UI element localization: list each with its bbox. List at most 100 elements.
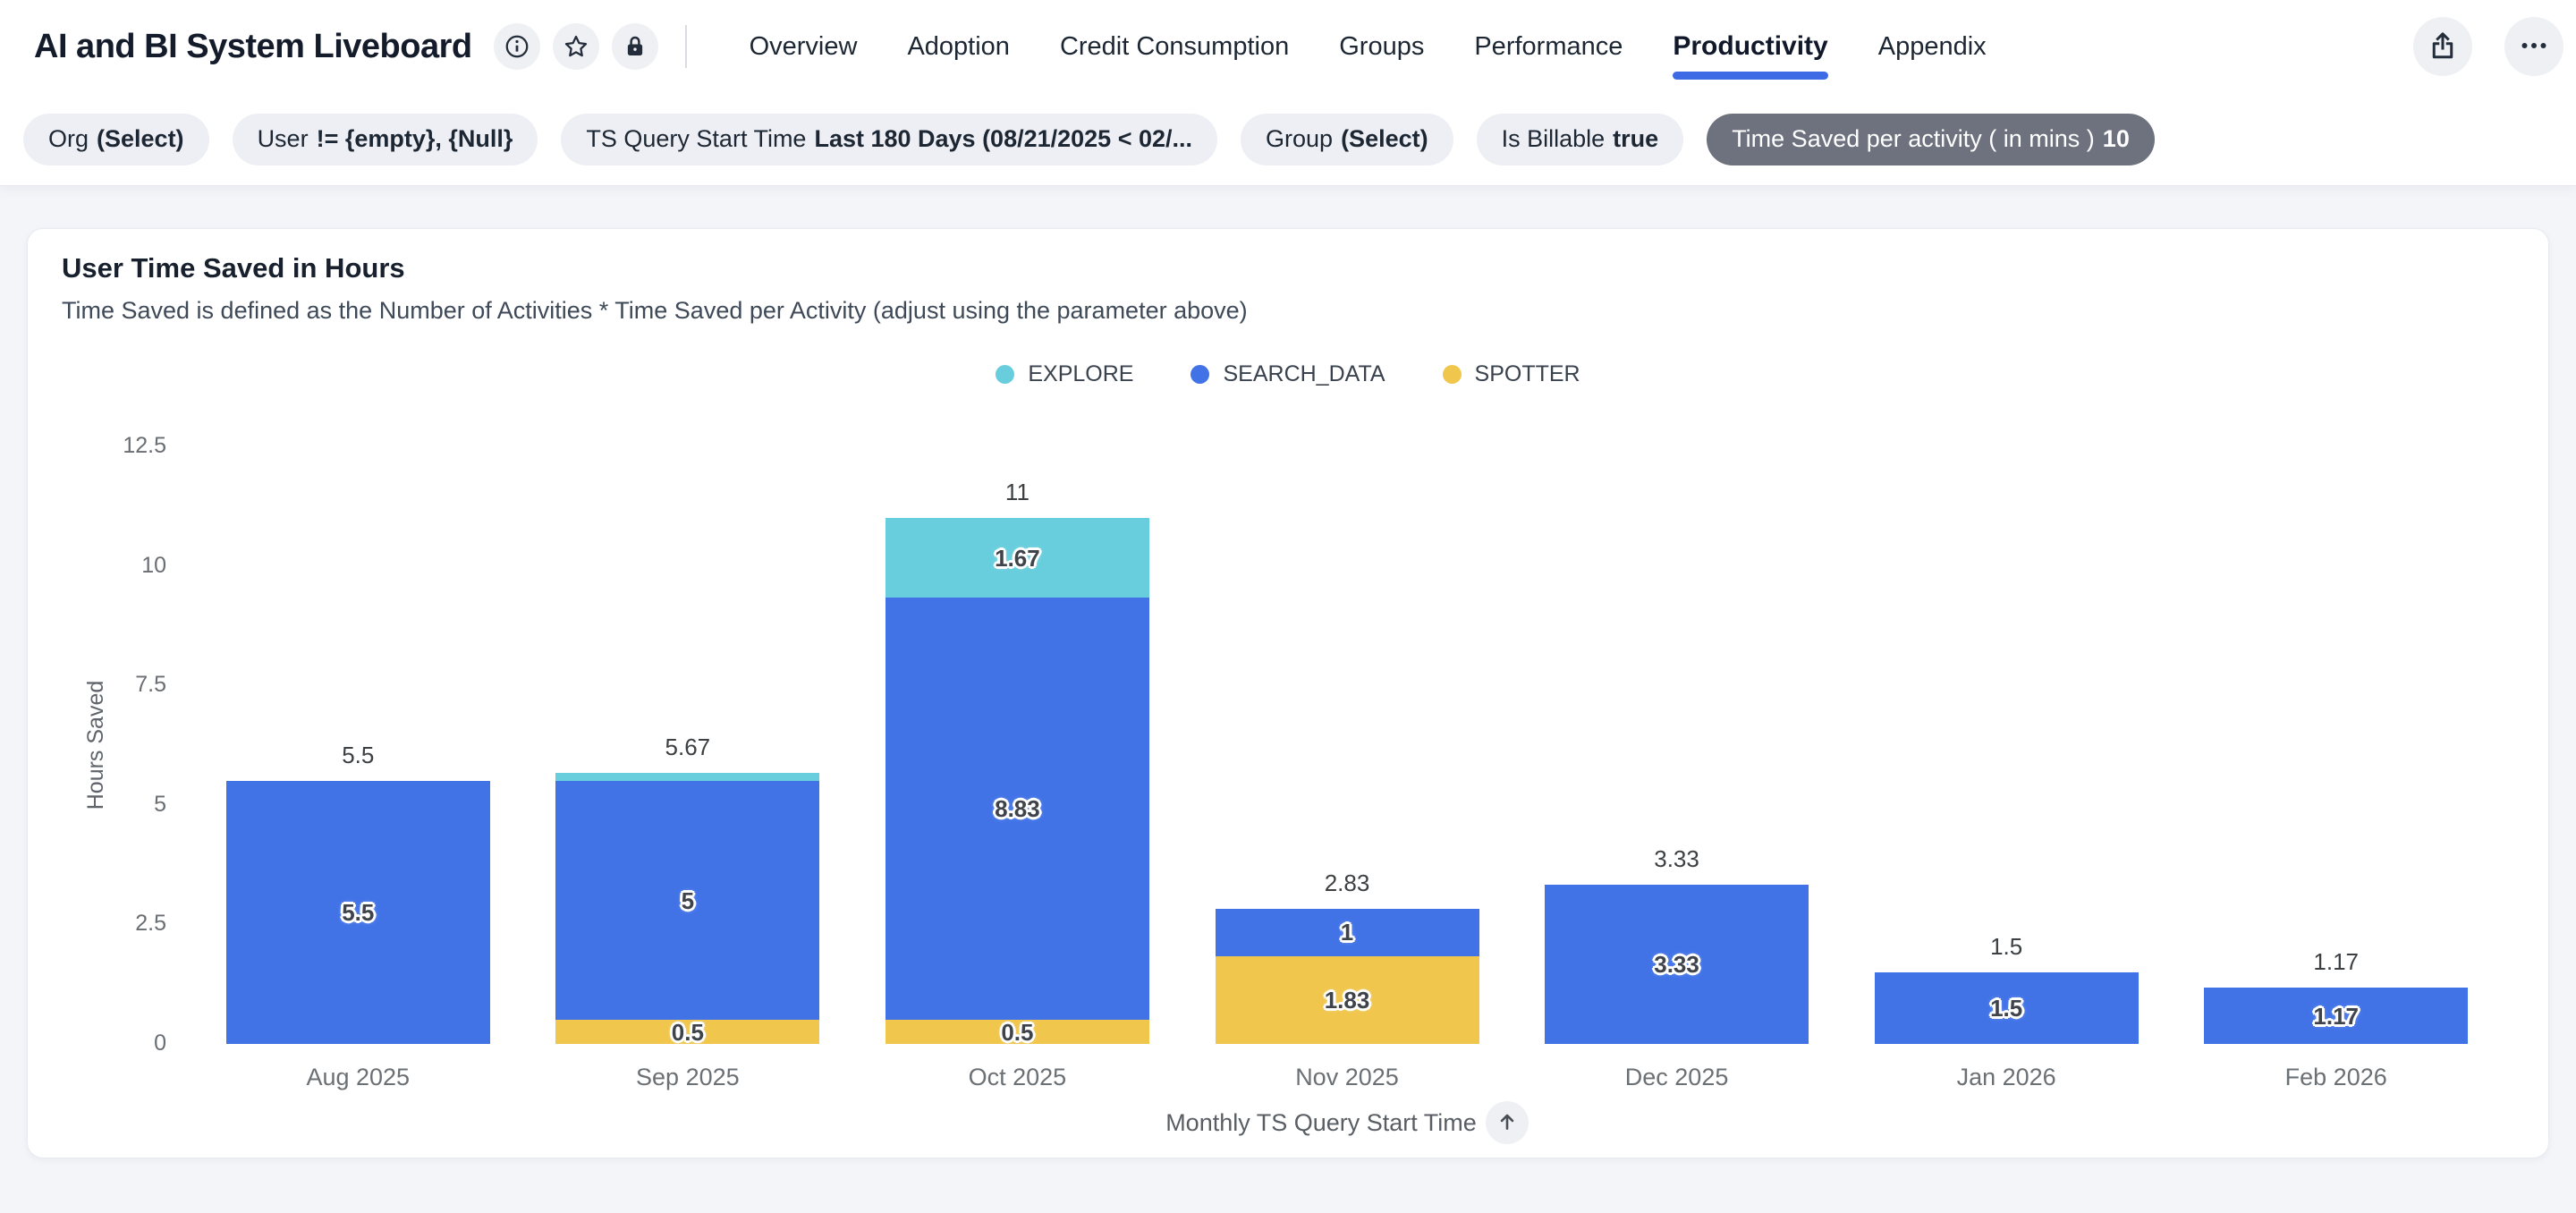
bar-segment-search_data[interactable]: 8.83 bbox=[885, 598, 1149, 1021]
bar-segment-search_data[interactable]: 5 bbox=[555, 781, 820, 1021]
chart-subtitle: Time Saved is defined as the Number of A… bbox=[62, 297, 1248, 324]
tab-groups[interactable]: Groups bbox=[1339, 31, 1425, 61]
y-axis-tick-label: 5 bbox=[154, 791, 166, 817]
bar-segment-explore[interactable]: 1.67 bbox=[885, 518, 1149, 598]
tab-productivity[interactable]: Productivity bbox=[1673, 22, 1829, 80]
filter-chip-ts-query-start-time[interactable]: TS Query Start Time Last 180 Days (08/21… bbox=[561, 113, 1218, 165]
bar-segment-spotter[interactable]: 0.5 bbox=[885, 1018, 1149, 1046]
legend-dot-search-data bbox=[1191, 365, 1210, 384]
filter-label: Is Billable bbox=[1501, 125, 1606, 152]
y-axis-tick-label: 12.5 bbox=[123, 433, 166, 458]
chart-card: User Time Saved in Hours Time Saved is d… bbox=[27, 228, 2549, 1158]
header-actions bbox=[2413, 17, 2576, 76]
filter-chip-group[interactable]: Group (Select) bbox=[1241, 113, 1453, 165]
x-axis-title: Monthly TS Query Start Time bbox=[1165, 1108, 1477, 1136]
bar-segment-value-label: 1.17 bbox=[2313, 1002, 2359, 1030]
y-axis-tick-label: 7.5 bbox=[135, 672, 166, 698]
header: AI and BI System Liveboard bbox=[0, 0, 2576, 93]
page-title: AI and BI System Liveboard bbox=[34, 27, 472, 65]
bar-segment-value-label: 1.83 bbox=[1324, 987, 1370, 1014]
header-divider bbox=[684, 25, 687, 68]
bar-segment-value-label: 3.33 bbox=[1654, 951, 1699, 978]
filter-chip-org[interactable]: Org (Select) bbox=[23, 113, 209, 165]
bar-segment-search_data[interactable]: 1.5 bbox=[1874, 971, 2139, 1044]
favorite-button[interactable] bbox=[552, 23, 599, 70]
chart-legend: EXPLORE SEARCH_DATA SPOTTER bbox=[28, 361, 2548, 387]
x-axis-category-label: Feb 2026 bbox=[2284, 1064, 2387, 1090]
bar-segment-search_data[interactable]: 1.17 bbox=[2204, 988, 2469, 1044]
x-axis-category-label: Aug 2025 bbox=[306, 1064, 411, 1090]
tab-appendix[interactable]: Appendix bbox=[1877, 31, 1987, 61]
tab-overview[interactable]: Overview bbox=[749, 31, 858, 61]
ellipsis-icon bbox=[2518, 30, 2550, 64]
filter-bar: Org (Select) User != {empty}, {Null} TS … bbox=[0, 93, 2576, 185]
x-axis-category-label: Nov 2025 bbox=[1295, 1064, 1399, 1090]
legend-dot-spotter bbox=[1442, 365, 1462, 384]
more-options-button[interactable] bbox=[2504, 17, 2563, 76]
bar-segment-spotter[interactable]: 0.5 bbox=[555, 1020, 820, 1044]
bar-segment-value-label: 0.5 bbox=[1001, 1018, 1034, 1046]
legend-label: SPOTTER bbox=[1474, 361, 1580, 386]
bar-segment-search_data[interactable]: 1 bbox=[1215, 908, 1479, 957]
legend-item-spotter[interactable]: SPOTTER bbox=[1442, 361, 1580, 387]
bar-total-label: 3.33 bbox=[1654, 845, 1699, 873]
bar-segment-value-label: 8.83 bbox=[995, 795, 1040, 823]
legend-label: EXPLORE bbox=[1028, 361, 1134, 386]
bar-segment-value-label: 5 bbox=[681, 886, 695, 914]
filter-value: != {empty}, {Null} bbox=[316, 125, 513, 152]
filter-label: User bbox=[257, 125, 309, 152]
x-axis-category-label: Sep 2025 bbox=[636, 1064, 740, 1090]
tab-adoption[interactable]: Adoption bbox=[907, 31, 1010, 61]
filter-chip-is-billable[interactable]: Is Billable true bbox=[1476, 113, 1684, 165]
sort-ascending-button[interactable] bbox=[1485, 1101, 1529, 1144]
info-button[interactable] bbox=[493, 23, 540, 70]
y-axis-title: Hours Saved bbox=[83, 680, 108, 810]
filter-value: Last 180 Days (08/21/2025 < 02/... bbox=[814, 125, 1193, 152]
bar-total-label: 11 bbox=[1004, 479, 1030, 506]
lock-button[interactable] bbox=[611, 23, 658, 70]
legend-label: SEARCH_DATA bbox=[1223, 361, 1385, 386]
legend-item-search-data[interactable]: SEARCH_DATA bbox=[1191, 361, 1385, 387]
x-axis-title-wrap: Monthly TS Query Start Time bbox=[193, 1101, 2501, 1144]
star-icon bbox=[563, 33, 589, 60]
bar-segment-explore[interactable] bbox=[555, 772, 820, 782]
bar-total-label: 1.5 bbox=[1990, 932, 2023, 960]
filter-value: (Select) bbox=[97, 125, 184, 152]
tab-credit-consumption[interactable]: Credit Consumption bbox=[1059, 31, 1290, 61]
bar-total-label: 2.83 bbox=[1324, 869, 1370, 896]
filter-label: Time Saved per activity ( in mins ) bbox=[1732, 125, 2095, 152]
bar-segment-spotter[interactable]: 1.83 bbox=[1215, 956, 1479, 1044]
tab-bar: Overview Adoption Credit Consumption Gro… bbox=[749, 22, 1987, 80]
chart-title: User Time Saved in Hours bbox=[62, 252, 405, 284]
bar-segment-value-label: 1.5 bbox=[1990, 994, 2023, 1022]
bar-segment-value-label: 1.67 bbox=[995, 544, 1040, 572]
bar-total-label: 5.67 bbox=[665, 733, 711, 760]
share-icon bbox=[2427, 30, 2459, 64]
legend-item-explore[interactable]: EXPLORE bbox=[996, 361, 1133, 387]
y-axis-tick-label: 10 bbox=[141, 552, 166, 578]
share-button[interactable] bbox=[2413, 17, 2472, 76]
filter-value: (Select) bbox=[1341, 125, 1428, 152]
y-axis-tick-label: 2.5 bbox=[135, 911, 166, 937]
filter-label: TS Query Start Time bbox=[586, 125, 807, 152]
stacked-bar-chart: 0 2.5 5 7.5 10 12.5 Hours Saved 5.5 5.5 Aug 2025 0… bbox=[28, 229, 2548, 1158]
bar-segment-search_data[interactable]: 3.33 bbox=[1545, 885, 1809, 1044]
arrow-up-icon bbox=[1496, 1110, 1519, 1136]
bar-segment-value-label: 5.5 bbox=[342, 899, 375, 927]
bar-segment-search_data[interactable]: 5.5 bbox=[225, 781, 490, 1044]
info-icon bbox=[504, 33, 530, 60]
bar-total-label: 5.5 bbox=[342, 742, 375, 769]
filter-chip-time-saved-parameter[interactable]: Time Saved per activity ( in mins ) 10 bbox=[1707, 113, 2155, 165]
filter-label: Group bbox=[1266, 125, 1334, 152]
bar-segment-value-label: 1 bbox=[1340, 919, 1354, 946]
tab-performance[interactable]: Performance bbox=[1474, 31, 1623, 61]
y-axis-tick-label: 0 bbox=[154, 1031, 166, 1056]
bar-total-label: 1.17 bbox=[2313, 948, 2359, 976]
x-axis-category-label: Dec 2025 bbox=[1624, 1064, 1729, 1090]
filter-value: 10 bbox=[2102, 125, 2130, 152]
x-axis-category-label: Jan 2026 bbox=[1956, 1064, 2056, 1090]
legend-dot-explore bbox=[996, 365, 1015, 384]
filter-chip-user[interactable]: User != {empty}, {Null} bbox=[232, 113, 538, 165]
filter-label: Org bbox=[48, 125, 89, 152]
filter-value: true bbox=[1613, 125, 1659, 152]
